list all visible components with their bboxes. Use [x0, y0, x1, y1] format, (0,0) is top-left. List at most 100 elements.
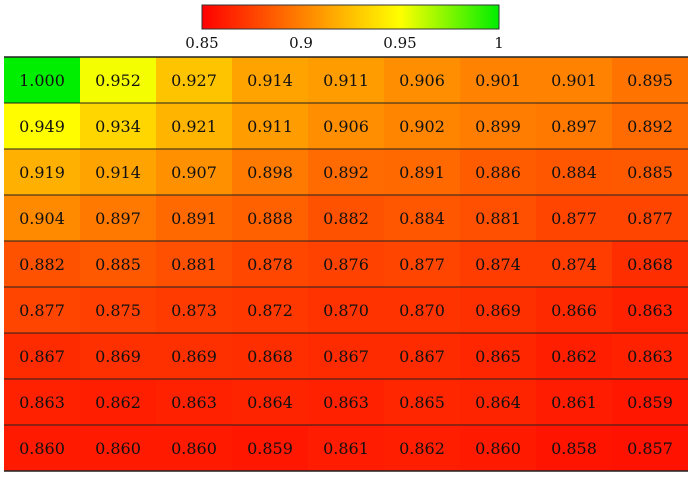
heatmap-cell-label: 0.919: [19, 163, 65, 182]
colorbar-tick-label: 1: [494, 34, 504, 52]
heatmap-cell: [80, 287, 156, 333]
heatmap-cell: [308, 103, 384, 149]
heatmap-cell-label: 0.884: [399, 209, 445, 228]
heatmap-cell: [384, 287, 460, 333]
heatmap-cell-label: 0.861: [551, 393, 597, 412]
heatmap-cell-label: 0.860: [171, 439, 217, 458]
heatmap-cell-label: 0.859: [627, 393, 673, 412]
heatmap-cell-label: 0.907: [171, 163, 217, 182]
heatmap-cell-label: 0.902: [399, 117, 445, 136]
heatmap-cell-label: 0.906: [323, 117, 369, 136]
heatmap-cell-label: 0.891: [171, 209, 217, 228]
heatmap-cell-label: 0.865: [399, 393, 445, 412]
heatmap-cell: [612, 103, 688, 149]
heatmap-cell: [156, 149, 232, 195]
heatmap-cell-label: 0.885: [627, 163, 673, 182]
heatmap-cell-label: 0.860: [19, 439, 65, 458]
colorbar-tick-label: 0.85: [185, 34, 218, 52]
heatmap-cell-label: 0.872: [247, 301, 293, 320]
heatmap-cell: [4, 333, 80, 379]
heatmap-cell: [612, 333, 688, 379]
heatmap-cell: [612, 241, 688, 287]
heatmap-cell: [384, 149, 460, 195]
heatmap-cell-label: 0.897: [95, 209, 141, 228]
heatmap-gridlines: [4, 56, 688, 472]
heatmap-cell-label: 0.863: [323, 393, 369, 412]
heatmap-cell: [308, 195, 384, 241]
heatmap-cell-label: 0.857: [627, 439, 673, 458]
heatmap-cell: [4, 103, 80, 149]
heatmap-cell: [4, 287, 80, 333]
heatmap-cell-label: 0.901: [475, 71, 521, 90]
heatmap-cell-label: 0.877: [627, 209, 673, 228]
heatmap-cell: [536, 425, 612, 471]
heatmap-cell: [460, 57, 536, 103]
heatmap-cell: [80, 103, 156, 149]
heatmap-cell-label: 0.892: [627, 117, 673, 136]
heatmap-cell-label: 0.877: [19, 301, 65, 320]
heatmap-cell-label: 0.869: [475, 301, 521, 320]
heatmap-cell: [80, 333, 156, 379]
heatmap-cell-label: 0.949: [19, 117, 65, 136]
heatmap-cell-label: 0.904: [19, 209, 65, 228]
heatmap-cell-label: 0.867: [19, 347, 65, 366]
heatmap-cell-label: 0.881: [171, 255, 217, 274]
heatmap-cell-label: 0.861: [323, 439, 369, 458]
colorbar-gradient: [201, 4, 500, 30]
heatmap-cell: [308, 333, 384, 379]
heatmap-cell: [536, 379, 612, 425]
heatmap-cell-label: 0.860: [95, 439, 141, 458]
heatmap-cell-label: 0.868: [247, 347, 293, 366]
heatmap-cell-label: 0.862: [551, 347, 597, 366]
heatmap-cell: [308, 241, 384, 287]
heatmap-cell: [460, 333, 536, 379]
heatmap-cell-label: 0.881: [475, 209, 521, 228]
heatmap-cell-label: 0.865: [475, 347, 521, 366]
heatmap-cell: [232, 287, 308, 333]
heatmap-cell-label: 0.863: [627, 347, 673, 366]
heatmap-cell: [308, 57, 384, 103]
heatmap-cell: [4, 241, 80, 287]
heatmap-cell-label: 0.867: [323, 347, 369, 366]
heatmap-cell: [232, 333, 308, 379]
heatmap-cell-label: 0.858: [551, 439, 597, 458]
heatmap-cell-label: 0.934: [95, 117, 141, 136]
heatmap-cell-label: 0.899: [475, 117, 521, 136]
heatmap-cell: [612, 57, 688, 103]
heatmap-cell-label: 0.882: [19, 255, 65, 274]
heatmap-cell: [156, 379, 232, 425]
heatmap-cell-label: 0.866: [551, 301, 597, 320]
heatmap-cell-label: 0.911: [247, 117, 293, 136]
heatmap-cell: [460, 149, 536, 195]
heatmap-cell: [308, 149, 384, 195]
heatmap-cell-label: 0.860: [475, 439, 521, 458]
heatmap-cell-label: 0.862: [95, 393, 141, 412]
heatmap-cell: [4, 57, 80, 103]
heatmap-cell-label: 0.874: [475, 255, 521, 274]
heatmap-cell: [536, 287, 612, 333]
heatmap-cell: [308, 425, 384, 471]
heatmap-cell: [612, 195, 688, 241]
heatmap-cell: [536, 195, 612, 241]
heatmap-cell: [536, 103, 612, 149]
heatmap-cell: [156, 195, 232, 241]
heatmap-cell: [460, 379, 536, 425]
heatmap-cell-label: 0.891: [399, 163, 445, 182]
heatmap-cell-label: 0.914: [95, 163, 141, 182]
heatmap-cell-label: 0.864: [475, 393, 521, 412]
heatmap-cell-label: 0.952: [95, 71, 141, 90]
heatmap-cell: [308, 379, 384, 425]
heatmap-cell: [612, 379, 688, 425]
heatmap-cell: [156, 333, 232, 379]
heatmap-cell-label: 0.877: [399, 255, 445, 274]
heatmap-cell-label: 0.898: [247, 163, 293, 182]
heatmap-cell: [156, 103, 232, 149]
heatmap-cell-label: 0.886: [475, 163, 521, 182]
heatmap-cell-label: 0.859: [247, 439, 293, 458]
heatmap-cell-label: 0.914: [247, 71, 293, 90]
heatmap-cell-label: 0.870: [399, 301, 445, 320]
heatmap-cell: [232, 379, 308, 425]
heatmap-cell: [156, 57, 232, 103]
heatmap-cell-label: 0.888: [247, 209, 293, 228]
